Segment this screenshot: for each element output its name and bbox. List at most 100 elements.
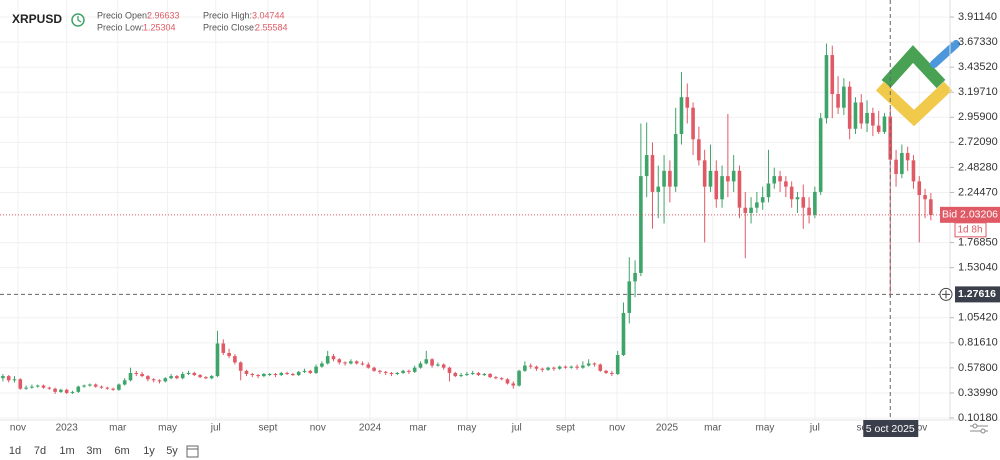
candle-body	[662, 170, 666, 187]
x-tick-label: nov	[911, 423, 927, 434]
candle-body	[267, 373, 272, 375]
candle-body	[749, 207, 753, 213]
candle-body	[708, 170, 713, 187]
candle-body	[871, 112, 875, 126]
candle-body	[865, 112, 869, 124]
period-button[interactable]: 5y	[166, 445, 178, 457]
candle-body	[163, 378, 168, 382]
logo-blue	[930, 40, 960, 68]
period-button[interactable]: 1y	[143, 445, 155, 457]
x-tick-label: jul	[511, 423, 522, 434]
candle-body	[627, 281, 632, 313]
low-label: Precio Low:	[97, 22, 144, 32]
candle-body	[337, 359, 342, 363]
axes: 0.10180 0.33990 0.57800 0.81610 1.05420 1.530…	[10, 11, 998, 434]
y-tick-label: 3.19710	[958, 86, 998, 98]
candle-body	[59, 389, 63, 392]
x-tick-label: may	[158, 423, 177, 434]
candle-body	[569, 366, 574, 368]
logo-yellow	[875, 81, 953, 127]
candle-body	[325, 356, 330, 364]
candle-body	[76, 386, 81, 392]
period-button[interactable]: 6m	[114, 445, 129, 457]
candle-body	[41, 385, 46, 388]
candle-body	[186, 372, 191, 374]
candle-body	[737, 170, 742, 208]
candle-body	[557, 366, 562, 369]
grid	[0, 0, 950, 420]
candle-body	[552, 367, 556, 369]
candle-body	[586, 363, 591, 366]
candle-body	[198, 375, 202, 378]
candle-body	[836, 94, 840, 108]
candle-body	[151, 379, 156, 381]
period-button[interactable]: 1d	[9, 445, 21, 457]
candle-body	[917, 181, 922, 196]
candle-body	[18, 379, 23, 389]
low-value: 1.25304	[143, 22, 176, 32]
calendar-icon[interactable]	[186, 445, 199, 458]
candle-body	[482, 373, 487, 376]
x-tick-label: mar	[704, 423, 722, 434]
candle-body	[615, 355, 620, 374]
candle-body	[88, 384, 92, 386]
candle-body	[146, 376, 150, 380]
x-tick-label: 2025	[656, 423, 679, 434]
candle-body	[175, 376, 179, 379]
symbol: XRPUSD	[12, 12, 62, 26]
candle-body	[296, 371, 301, 376]
candle-body	[505, 379, 510, 384]
x-tick-label: may	[756, 423, 775, 434]
candle-body	[540, 368, 545, 370]
candle-body	[424, 359, 429, 364]
period-button[interactable]: 3m	[86, 445, 101, 457]
candle-body	[882, 116, 887, 132]
settings-icon[interactable]	[970, 423, 988, 434]
period-button[interactable]: 7d	[34, 445, 46, 457]
y-tick-label: 2.24470	[958, 186, 998, 198]
candle-body	[499, 378, 504, 380]
candle-body	[679, 97, 684, 135]
candle-body	[488, 373, 492, 378]
candle-body	[575, 366, 579, 368]
bid-label: Bid 2.03206	[942, 209, 998, 221]
x-tick-label: sept	[258, 423, 277, 434]
candle-body	[534, 366, 539, 369]
x-tick-label: jul	[210, 423, 221, 434]
y-tick-label: 2.95900	[958, 111, 998, 123]
crosshair-price: 1.27616	[958, 288, 996, 300]
close-label: Precio Close:	[203, 22, 257, 32]
candle-body	[227, 352, 231, 357]
candle-body	[900, 152, 904, 175]
x-tick-label: nov	[10, 423, 26, 434]
countdown-bg	[954, 222, 987, 238]
period-button[interactable]: 1m	[59, 445, 74, 457]
candle-body	[673, 134, 678, 187]
candle-body	[35, 385, 40, 387]
candle-body	[644, 155, 649, 177]
clock-icon	[71, 13, 85, 27]
high-value: 3.04744	[252, 10, 285, 20]
x-tick-label: may	[457, 423, 476, 434]
candle-body	[383, 371, 388, 373]
candle-body	[702, 160, 707, 187]
candle-body	[30, 386, 34, 388]
candle-body	[795, 197, 800, 200]
candle-body	[523, 365, 527, 371]
candle-body	[436, 364, 440, 366]
candle-body	[528, 365, 533, 367]
candle-body	[604, 370, 608, 373]
candle-body	[262, 373, 266, 377]
candle-body	[320, 363, 324, 367]
x-tick-label: sept	[556, 423, 575, 434]
candle-body	[215, 343, 220, 377]
candle-body	[691, 107, 695, 140]
candle-body	[824, 55, 829, 119]
candle-body	[853, 102, 858, 129]
candle-body	[720, 176, 724, 200]
candle-body	[331, 356, 336, 360]
countdown: 1d 8h	[957, 224, 982, 235]
candle-body	[517, 370, 521, 386]
candle-body	[70, 391, 75, 393]
candle-body	[430, 359, 434, 366]
